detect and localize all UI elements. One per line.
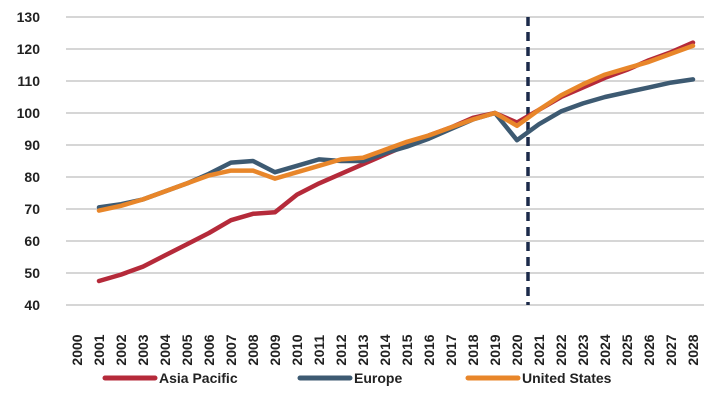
x-tick-label: 2018 [465, 334, 481, 365]
y-tick-label: 80 [24, 169, 40, 185]
legend-label-united-states: United States [522, 370, 612, 386]
gridlines [66, 16, 704, 306]
x-tick-label: 2001 [91, 334, 107, 365]
x-tick-label: 2025 [619, 334, 635, 365]
x-tick-label: 2008 [245, 334, 261, 365]
x-tick-label: 2014 [377, 334, 393, 365]
x-tick-label: 2027 [663, 334, 679, 365]
x-tick-label: 2015 [399, 334, 415, 365]
series-line-asia-pacific [96, 40, 696, 284]
x-tick-label: 2010 [289, 334, 305, 365]
x-tick-label: 2002 [113, 334, 129, 365]
x-tick-label: 2020 [509, 334, 525, 365]
y-tick-label: 120 [17, 41, 41, 57]
y-axis: 40 50 60 70 80 90 100 110 120 130 [17, 9, 41, 313]
series-line-europe [96, 77, 696, 210]
x-tick-label: 2021 [531, 334, 547, 365]
x-tick-label: 2012 [333, 334, 349, 365]
series-lines [96, 40, 696, 284]
x-tick-label: 2000 [69, 334, 85, 365]
series-line-united-states [96, 43, 696, 213]
x-tick-label: 2022 [553, 334, 569, 365]
y-tick-label: 110 [17, 73, 40, 89]
y-tick-label: 100 [17, 105, 41, 121]
x-tick-label: 2013 [355, 334, 371, 365]
legend-label-europe: Europe [354, 370, 402, 386]
x-tick-label: 2003 [135, 334, 151, 365]
x-tick-label: 2024 [597, 334, 613, 365]
x-tick-label: 2009 [267, 334, 283, 365]
x-tick-label: 2026 [641, 334, 657, 365]
legend-label-asia-pacific: Asia Pacific [159, 370, 238, 386]
x-tick-label: 2006 [201, 334, 217, 365]
x-tick-label: 2005 [179, 334, 195, 365]
x-tick-label: 2028 [685, 334, 701, 365]
y-tick-label: 40 [24, 297, 40, 313]
x-tick-label: 2011 [311, 335, 327, 366]
x-tick-label: 2007 [223, 334, 239, 365]
x-tick-label: 2019 [487, 334, 503, 365]
y-tick-label: 50 [24, 265, 40, 281]
x-axis: 2000 2001 2002 2003 2004 2005 2006 2007 2008 2009… [69, 334, 701, 365]
x-tick-label: 2017 [443, 334, 459, 365]
y-tick-label: 70 [24, 201, 40, 217]
x-tick-label: 2004 [157, 334, 173, 365]
legend: Asia Pacific Europe United States [102, 370, 612, 386]
y-tick-label: 130 [17, 9, 41, 25]
x-tick-label: 2016 [421, 334, 437, 365]
y-tick-label: 60 [24, 233, 40, 249]
x-tick-label: 2023 [575, 334, 591, 365]
y-tick-label: 90 [24, 137, 40, 153]
